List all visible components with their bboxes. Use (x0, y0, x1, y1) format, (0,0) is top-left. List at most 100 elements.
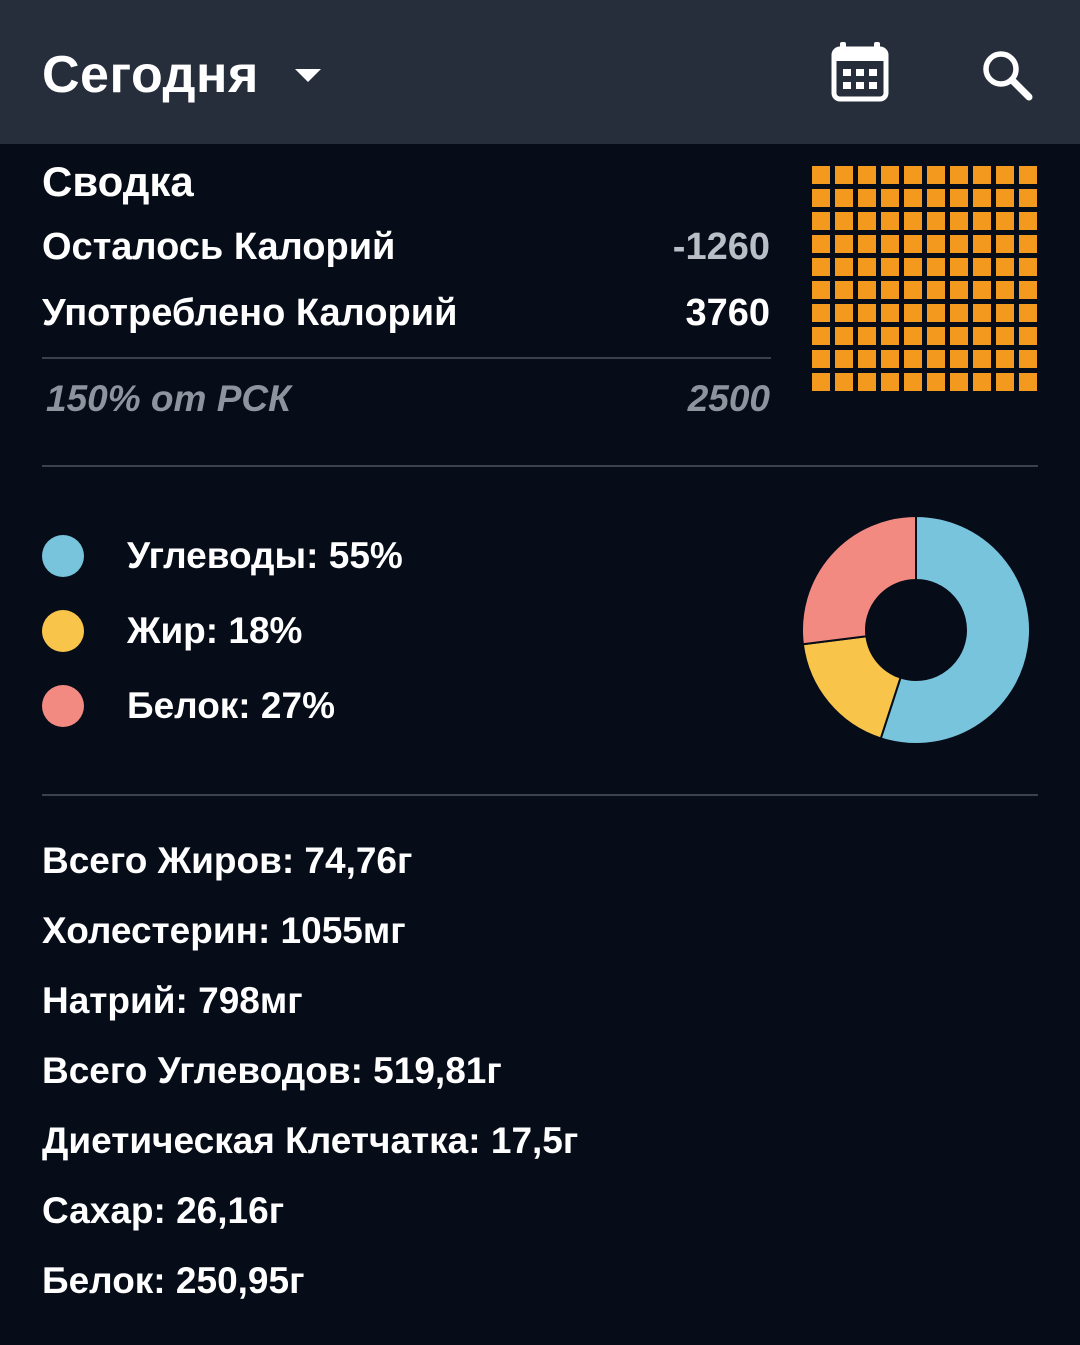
grid-cell (904, 327, 922, 345)
legend-carbs: Углеводы: 55% (42, 534, 403, 578)
nutrient-cholesterol: Холестерин: 1055мг (42, 910, 406, 951)
grid-cell (881, 189, 899, 207)
grid-cell (835, 373, 853, 391)
grid-cell (973, 350, 991, 368)
grid-cell (996, 350, 1014, 368)
grid-cell (812, 166, 830, 184)
caret-down-icon (294, 68, 321, 82)
grid-cell (858, 327, 876, 345)
date-selector[interactable]: Сегодня (42, 40, 321, 110)
grid-cell (881, 235, 899, 253)
calories-remaining-value: -1260 (672, 226, 770, 268)
grid-cell (927, 166, 945, 184)
grid-cell (812, 327, 830, 345)
grid-cell (812, 189, 830, 207)
calories-consumed-label: Употреблено Калорий (42, 292, 458, 334)
fat-dot (42, 610, 84, 652)
grid-cell (927, 373, 945, 391)
grid-cell (1019, 258, 1037, 276)
grid-cell (858, 258, 876, 276)
grid-cell (927, 212, 945, 230)
grid-cell (835, 189, 853, 207)
grid-cell (973, 327, 991, 345)
grid-cell (812, 212, 830, 230)
calendar-button[interactable] (828, 38, 892, 106)
grid-cell (996, 327, 1014, 345)
grid-cell (973, 166, 991, 184)
nutrient-sodium: Натрий: 798мг (42, 980, 303, 1021)
grid-cell (927, 189, 945, 207)
grid-cell (812, 258, 830, 276)
grid-cell (996, 373, 1014, 391)
grid-cell (973, 373, 991, 391)
search-icon (983, 51, 1033, 101)
grid-cell (858, 235, 876, 253)
legend-carbs-label: Углеводы: 55% (127, 535, 403, 576)
grid-cell (881, 327, 899, 345)
grid-cell (1019, 212, 1037, 230)
grid-cell (973, 189, 991, 207)
donut-slice-fat (801, 635, 902, 740)
grid-cell (927, 258, 945, 276)
grid-cell (904, 373, 922, 391)
donut-slice-protein (801, 514, 917, 646)
grid-cell (973, 258, 991, 276)
grid-cell (881, 304, 899, 322)
legend-protein-label: Белок: 27% (127, 685, 335, 726)
rsk-percent-label: 150% от РСК (46, 378, 291, 419)
grid-cell (812, 373, 830, 391)
grid-cell (996, 212, 1014, 230)
grid-cell (835, 212, 853, 230)
grid-cell (835, 304, 853, 322)
grid-cell (973, 235, 991, 253)
grid-cell (835, 350, 853, 368)
grid-cell (973, 281, 991, 299)
search-button[interactable] (978, 46, 1038, 106)
grid-cell (1019, 304, 1037, 322)
grid-cell (973, 304, 991, 322)
grid-cell (904, 304, 922, 322)
grid-cell (950, 350, 968, 368)
grid-cell (996, 304, 1014, 322)
app-bar: Сегодня (0, 0, 1080, 144)
grid-cell (996, 281, 1014, 299)
grid-cell (927, 327, 945, 345)
grid-cell (927, 281, 945, 299)
grid-cell (835, 281, 853, 299)
grid-cell (904, 281, 922, 299)
grid-cell (950, 189, 968, 207)
grid-cell (904, 258, 922, 276)
grid-cell (996, 189, 1014, 207)
grid-cell (835, 235, 853, 253)
grid-cell (858, 281, 876, 299)
rsk-target-value: 2500 (687, 378, 770, 419)
grid-cell (1019, 350, 1037, 368)
section-divider (42, 794, 1038, 796)
nutrient-sugar: Сахар: 26,16г (42, 1190, 285, 1231)
carbs-dot (42, 535, 84, 577)
calendar-icon (831, 42, 889, 102)
grid-cell (881, 281, 899, 299)
grid-cell (835, 258, 853, 276)
grid-cell (1019, 281, 1037, 299)
legend-protein: Белок: 27% (42, 684, 335, 728)
grid-cell (1019, 373, 1037, 391)
grid-cell (881, 166, 899, 184)
grid-cell (881, 258, 899, 276)
grid-cell (927, 235, 945, 253)
nutrient-total-fat: Всего Жиров: 74,76г (42, 840, 413, 881)
legend-fat: Жир: 18% (42, 609, 302, 653)
nutrient-protein: Белок: 250,95г (42, 1260, 305, 1301)
grid-cell (858, 212, 876, 230)
calories-remaining-label: Осталось Калорий (42, 226, 396, 268)
summary-divider (42, 357, 771, 359)
grid-cell (996, 166, 1014, 184)
grid-cell (835, 327, 853, 345)
grid-cell (996, 258, 1014, 276)
grid-cell (858, 373, 876, 391)
grid-cell (835, 166, 853, 184)
grid-cell (858, 189, 876, 207)
grid-cell (950, 166, 968, 184)
grid-cell (858, 350, 876, 368)
grid-cell (904, 350, 922, 368)
